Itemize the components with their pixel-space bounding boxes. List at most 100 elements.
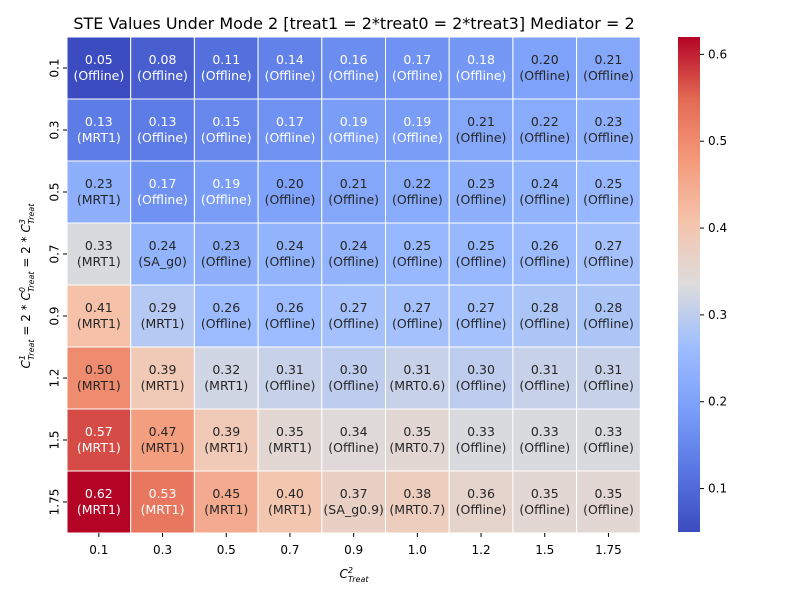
cell-label: (Offline) <box>328 440 379 455</box>
cell-label: (Offline) <box>519 192 570 207</box>
cell-label: (MRT1) <box>141 502 185 517</box>
cell-value: 0.38 <box>403 486 431 501</box>
heatmap-cell <box>512 98 578 162</box>
cell-value: 0.40 <box>276 486 304 501</box>
heatmap-cell <box>576 160 641 224</box>
colorbar-tick-label: 0.5 <box>708 134 727 148</box>
heatmap-cell <box>512 36 578 100</box>
cell-label: (MRT0.7) <box>389 440 445 455</box>
cell-value: 0.26 <box>212 300 240 315</box>
cell-label: (Offline) <box>519 502 570 517</box>
cell-value: 0.25 <box>595 176 623 191</box>
cell-value: 0.22 <box>531 114 559 129</box>
cell-value: 0.31 <box>276 362 304 377</box>
cell-label: (MRT1) <box>268 440 312 455</box>
cell-value: 0.32 <box>212 362 240 377</box>
cell-value: 0.23 <box>85 176 113 191</box>
chart-title: STE Values Under Mode 2 [treat1 = 2*trea… <box>73 14 634 33</box>
cell-value: 0.41 <box>85 300 113 315</box>
heatmap-cell <box>448 160 514 224</box>
cell-label: (Offline) <box>392 130 443 145</box>
heatmap-cell <box>512 346 578 410</box>
heatmap-cell <box>193 98 259 162</box>
heatmap-cell <box>193 160 259 224</box>
cell-label: (Offline) <box>265 254 316 269</box>
heatmap-cell <box>66 98 132 162</box>
cell-value: 0.27 <box>403 300 431 315</box>
heatmap-cell <box>385 284 450 348</box>
cell-value: 0.25 <box>467 238 495 253</box>
cell-value: 0.18 <box>467 52 495 67</box>
heatmap-cell <box>321 346 386 410</box>
cell-value: 0.26 <box>531 238 559 253</box>
cell-label: (Offline) <box>265 130 316 145</box>
cell-value: 0.24 <box>340 238 368 253</box>
y-tick-label: 0.3 <box>48 120 62 139</box>
cell-value: 0.13 <box>149 114 177 129</box>
cell-label: (Offline) <box>201 316 252 331</box>
cell-label: (MRT1) <box>77 254 121 269</box>
y-axis-ticks: 0.1 0.3 0.5 0.7 0.9 1.2 1.5 1.75 <box>48 58 67 515</box>
cell-label: (Offline) <box>137 192 188 207</box>
cell-label: (Offline) <box>583 440 634 455</box>
cell-value: 0.50 <box>85 362 113 377</box>
heatmap-cell <box>130 160 195 224</box>
y-tick-label: 0.7 <box>48 244 62 263</box>
cell-value: 0.35 <box>403 424 431 439</box>
cell-label: (Offline) <box>456 502 507 517</box>
cell-value: 0.19 <box>340 114 368 129</box>
heatmap-cell <box>576 284 641 348</box>
cell-label: (Offline) <box>583 68 634 83</box>
cell-label: (SA_g0) <box>138 254 187 269</box>
colorbar <box>678 37 700 532</box>
cell-value: 0.05 <box>85 52 113 67</box>
cell-value: 0.17 <box>276 114 304 129</box>
heatmap-cell <box>66 222 132 286</box>
heatmap-cell <box>66 346 132 410</box>
cell-label: (Offline) <box>73 68 124 83</box>
cell-value: 0.27 <box>467 300 495 315</box>
y-tick-label: 0.5 <box>48 182 62 201</box>
cell-label: (Offline) <box>519 316 570 331</box>
heatmap-cells: 0.05(Offline)0.08(Offline)0.11(Offline)0… <box>66 36 641 534</box>
cell-label: (Offline) <box>392 254 443 269</box>
cell-label: (Offline) <box>328 378 379 393</box>
cell-label: (Offline) <box>201 68 252 83</box>
cell-label: (Offline) <box>519 440 570 455</box>
colorbar-tick-label: 0.4 <box>708 221 727 235</box>
heatmap-cell <box>193 346 259 410</box>
cell-label: (Offline) <box>583 130 634 145</box>
cell-label: (Offline) <box>201 254 252 269</box>
cell-label: (Offline) <box>456 440 507 455</box>
cell-value: 0.27 <box>340 300 368 315</box>
cell-value: 0.35 <box>276 424 304 439</box>
cell-label: (Offline) <box>583 316 634 331</box>
cell-label: (Offline) <box>519 68 570 83</box>
heatmap-cell <box>66 160 132 224</box>
cell-value: 0.24 <box>531 176 559 191</box>
cell-value: 0.27 <box>595 238 623 253</box>
cell-value: 0.62 <box>85 486 113 501</box>
cell-label: (Offline) <box>583 254 634 269</box>
cell-label: (Offline) <box>583 192 634 207</box>
x-tick-label: 1.2 <box>472 543 491 557</box>
heatmap-cell <box>448 98 514 162</box>
cell-label: (Offline) <box>265 316 316 331</box>
cell-label: (MRT0.7) <box>389 502 445 517</box>
cell-label: (MRT0.6) <box>389 378 445 393</box>
cell-label: (Offline) <box>392 68 443 83</box>
heatmap-cell <box>193 36 259 100</box>
cell-value: 0.21 <box>340 176 368 191</box>
cell-value: 0.34 <box>340 424 368 439</box>
heatmap-cell <box>257 470 323 534</box>
heatmap-cell <box>448 470 514 534</box>
cell-label: (Offline) <box>328 254 379 269</box>
cell-label: (Offline) <box>456 316 507 331</box>
cell-value: 0.23 <box>595 114 623 129</box>
x-tick-label: 1.5 <box>535 543 554 557</box>
heatmap-cell <box>130 36 195 100</box>
heatmap-cell <box>576 98 641 162</box>
cell-value: 0.35 <box>595 486 623 501</box>
cell-label: (Offline) <box>392 192 443 207</box>
